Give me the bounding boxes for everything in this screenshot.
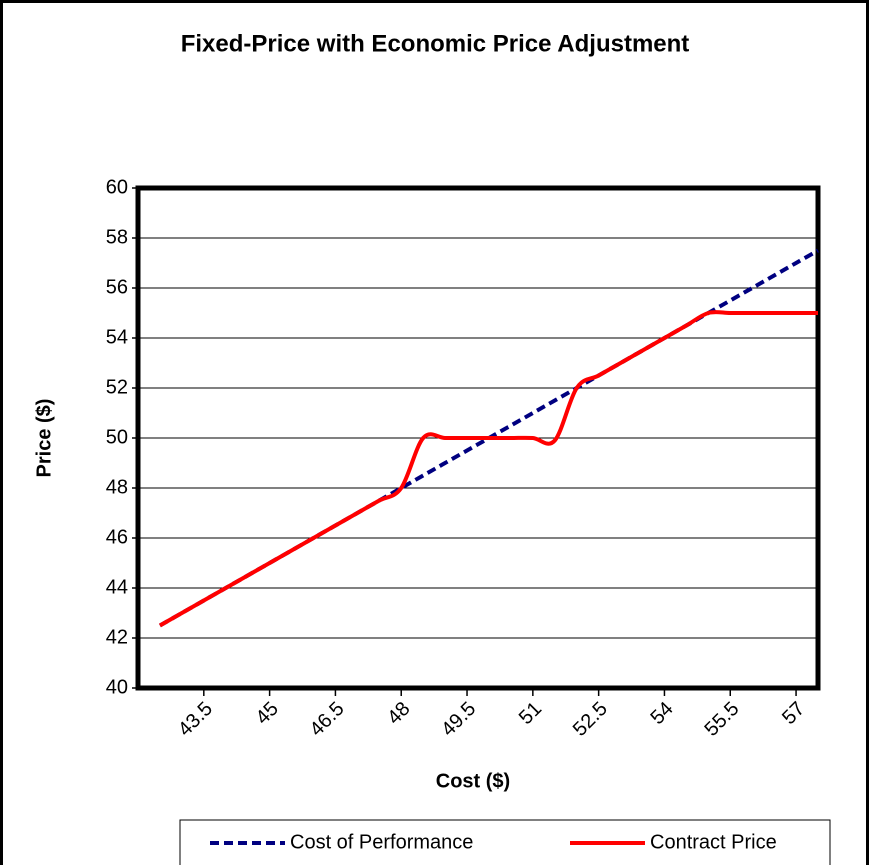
y-axis-title: Price ($) (33, 399, 55, 478)
y-tick-label: 40 (106, 676, 128, 698)
series-line (158, 310, 818, 628)
y-tick-label: 52 (106, 376, 128, 398)
legend-label: Contract Price (650, 831, 777, 853)
y-tick-label: 48 (106, 476, 128, 498)
y-tick-label: 56 (106, 276, 128, 298)
x-axis-title: Cost ($) (436, 770, 510, 792)
legend (179, 819, 831, 865)
chart-title: Fixed-Price with Economic Price Adjustme… (181, 30, 690, 57)
y-tick-label: 42 (106, 626, 128, 648)
legend-label: Cost of Performance (290, 831, 473, 853)
y-tick-label: 46 (106, 526, 128, 548)
y-tick-label: 54 (106, 326, 128, 348)
y-tick-label: 50 (106, 426, 128, 448)
y-tick-label: 60 (106, 176, 128, 198)
y-tick-label: 58 (106, 226, 128, 248)
y-tick-label: 44 (106, 576, 128, 598)
plot-border (135, 185, 821, 691)
